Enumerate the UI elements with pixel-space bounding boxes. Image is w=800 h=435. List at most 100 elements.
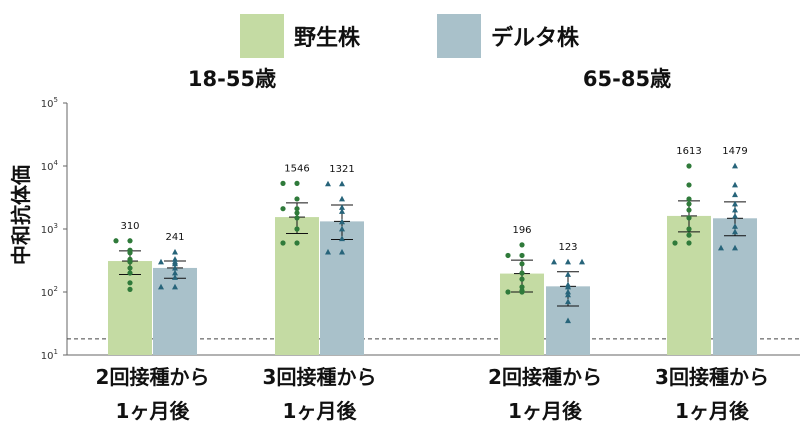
- data-point: [339, 235, 345, 242]
- data-point: [158, 283, 164, 290]
- category-label-line1: 3回接種から: [263, 365, 377, 389]
- y-tick-label: 102: [41, 285, 58, 299]
- data-point: [172, 274, 178, 280]
- data-point: [732, 223, 738, 229]
- data-point: [113, 238, 119, 244]
- y-axis-title: 中和抗体価: [9, 165, 33, 265]
- data-point: [294, 206, 300, 212]
- data-point: [565, 291, 571, 298]
- data-point: [686, 215, 692, 221]
- bar: [667, 215, 711, 355]
- category-label-line1: 2回接種から: [488, 365, 602, 389]
- data-point: [294, 196, 300, 202]
- data-point: [158, 258, 164, 265]
- data-point: [565, 271, 571, 277]
- data-point: [686, 226, 692, 232]
- data-point: [172, 248, 178, 255]
- data-label: 196: [512, 225, 531, 236]
- category-label-line1: 3回接種から: [655, 365, 769, 389]
- y-tick-label: 101: [41, 348, 58, 362]
- data-point: [672, 240, 678, 246]
- data-point: [686, 207, 692, 213]
- data-point: [339, 180, 345, 187]
- data-label: 1321: [329, 164, 354, 175]
- data-point: [565, 283, 571, 290]
- data-point: [172, 264, 178, 271]
- data-point: [325, 248, 331, 255]
- data-label: 1546: [284, 163, 309, 174]
- category-labels: 2回接種から 1ヶ月後 3回接種から 1ヶ月後 2回接種から 1ヶ月後 3回接種から 1ヶ月後: [96, 365, 769, 423]
- data-point: [519, 261, 525, 267]
- data-point: [519, 276, 525, 282]
- data-point: [339, 248, 345, 255]
- data-point: [732, 228, 738, 235]
- data-point: [519, 284, 525, 290]
- bar: [153, 267, 197, 355]
- data-point: [505, 289, 511, 295]
- data-point: [172, 283, 178, 290]
- legend-swatch-wild: [240, 14, 284, 58]
- category-label-line2: 1ヶ月後: [675, 399, 750, 423]
- data-point: [686, 201, 692, 207]
- data-point: [732, 244, 738, 251]
- data-point: [565, 317, 571, 324]
- data-point: [127, 250, 133, 256]
- data-point: [294, 240, 300, 246]
- data-point: [127, 265, 133, 271]
- data-point: [172, 260, 178, 267]
- data-point: [325, 180, 331, 187]
- data-point: [339, 218, 345, 225]
- data-label: 310: [120, 221, 139, 232]
- data-point: [579, 258, 585, 265]
- data-point: [505, 252, 511, 259]
- data-point: [280, 240, 286, 246]
- data-point: [127, 238, 133, 244]
- bar: [713, 218, 757, 355]
- data-point: [339, 225, 345, 232]
- category-label-line2: 1ヶ月後: [508, 399, 583, 423]
- group-label-65-85: 65-85歳: [583, 67, 671, 91]
- data-point: [732, 191, 738, 198]
- group-label-18-55: 18-55歳: [188, 67, 276, 91]
- data-point: [280, 206, 286, 212]
- bar: [320, 221, 364, 355]
- y-tick-label: 105: [41, 96, 58, 110]
- data-point: [565, 258, 571, 265]
- data-label: 1613: [676, 146, 701, 157]
- legend-swatch-delta: [437, 14, 481, 58]
- data-point: [519, 289, 525, 295]
- data-point: [519, 242, 525, 248]
- data-point: [565, 298, 571, 305]
- legend-label-wild: 野生株: [294, 26, 361, 51]
- data-point: [732, 206, 738, 213]
- data-point: [732, 200, 738, 207]
- data-point: [280, 180, 286, 186]
- category-label-line2: 1ヶ月後: [283, 399, 358, 423]
- data-point: [339, 208, 345, 214]
- legend: 野生株 デルタ株: [240, 14, 580, 58]
- y-tick-label: 103: [41, 222, 58, 236]
- legend-label-delta: デルタ株: [491, 25, 580, 51]
- data-point: [294, 215, 300, 221]
- data-point: [565, 288, 571, 295]
- data-point: [732, 212, 738, 219]
- data-point: [686, 163, 692, 169]
- category-label-line1: 2回接種から: [96, 365, 210, 389]
- category-label-line2: 1ヶ月後: [116, 399, 191, 423]
- data-point: [732, 181, 738, 188]
- data-point: [686, 232, 692, 238]
- data-point: [127, 280, 133, 286]
- data-point: [127, 270, 133, 276]
- bar: [275, 217, 319, 355]
- data-point: [718, 244, 724, 251]
- data-point: [294, 180, 300, 186]
- data-label: 241: [165, 232, 184, 243]
- bars-layer: 310 241 1546 1321 196 123 1613 1479: [108, 146, 757, 355]
- y-axis-ticks: 101 102 103 104 105: [41, 96, 67, 362]
- data-label: 123: [558, 242, 577, 253]
- data-point: [127, 286, 133, 292]
- data-point: [172, 269, 178, 276]
- data-point: [339, 204, 345, 210]
- data-point: [339, 195, 345, 202]
